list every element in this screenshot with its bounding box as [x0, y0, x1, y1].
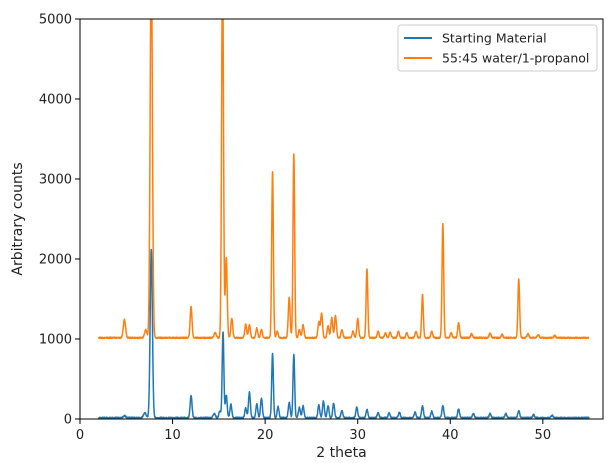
- legend-box: [397, 24, 598, 72]
- x-tick-label: 0: [76, 428, 84, 443]
- plot-frame: [79, 18, 604, 420]
- legend-label-starting-material: Starting Material: [442, 31, 547, 46]
- series-line: [97, 248, 590, 419]
- y-tick-label: 2000: [39, 253, 72, 268]
- x-axis-ticks: 0 10 20 30 40 50: [76, 419, 551, 443]
- x-tick-label: 10: [164, 428, 181, 443]
- x-tick-label: 30: [349, 428, 366, 443]
- y-tick-label: 4000: [39, 93, 72, 108]
- y-tick-label: 5000: [39, 13, 72, 28]
- series-line: [97, 19, 590, 340]
- x-tick-label: 40: [442, 428, 459, 443]
- x-tick-label: 50: [535, 428, 552, 443]
- y-axis-label: Arbitrary counts: [10, 162, 26, 275]
- y-tick-label: 1000: [39, 333, 72, 348]
- legend-label-water-propanol: 55:45 water/1-propanol: [442, 51, 589, 66]
- y-tick-label: 0: [64, 413, 72, 428]
- plot-lines: [97, 19, 590, 419]
- x-tick-label: 20: [257, 428, 274, 443]
- x-axis-label: 2 theta: [316, 445, 366, 461]
- y-axis-ticks: 0 1000 2000 3000 4000 5000: [39, 13, 80, 428]
- y-tick-label: 3000: [39, 173, 72, 188]
- legend: Starting Material 55:45 water/1-propanol: [397, 24, 598, 72]
